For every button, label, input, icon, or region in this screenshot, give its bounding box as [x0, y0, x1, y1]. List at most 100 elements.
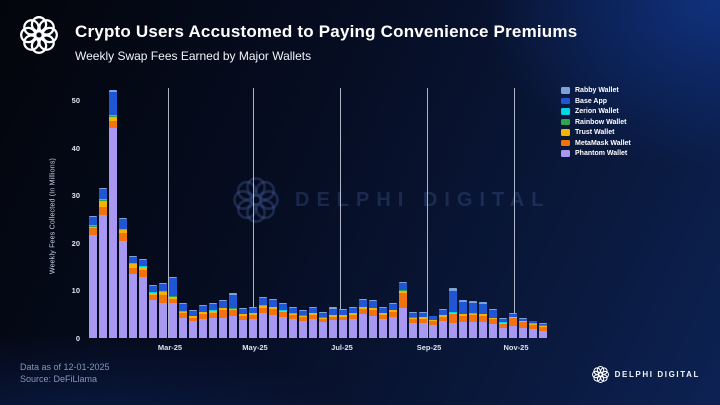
- legend-item-rabby-wallet: Rabby Wallet: [561, 87, 631, 94]
- week-bar-14: [219, 300, 227, 338]
- bar-segment-phantom: [239, 319, 247, 338]
- bar-segment-metamask: [99, 206, 107, 215]
- week-bar-44: [519, 318, 527, 338]
- bar-segment-zerion: [129, 263, 137, 264]
- bar-segment-base: [139, 260, 147, 266]
- bar-segment-rabby: [309, 306, 317, 308]
- bar-segment-trust: [429, 320, 437, 322]
- bar-segment-rabby: [389, 303, 397, 305]
- bar-segment-trust: [229, 308, 237, 311]
- bar-segment-base: [89, 217, 97, 226]
- bar-segment-phantom: [529, 329, 537, 338]
- bar-segment-rabby: [139, 259, 147, 261]
- bar-segment-rabby: [429, 315, 437, 317]
- bar-segment-trust: [379, 313, 387, 315]
- bar-segment-phantom: [539, 330, 547, 338]
- week-bar-7: [149, 285, 157, 338]
- bar-segment-phantom: [209, 317, 217, 338]
- y-tick-label: 40: [71, 143, 80, 153]
- data-as-of-text: Data as of 12-01-2025: [20, 362, 110, 372]
- bar-segment-base: [469, 302, 477, 314]
- bar-segment-zerion: [119, 228, 127, 230]
- footer-brand-text: DELPHI DIGITAL: [614, 370, 700, 379]
- week-bar-10: [179, 303, 187, 338]
- bar-segment-base: [319, 313, 327, 318]
- week-bar-2: [99, 188, 107, 338]
- bar-segment-trust: [209, 310, 217, 313]
- bar-segment-metamask: [329, 316, 337, 321]
- bar-segment-rabby: [459, 299, 467, 303]
- legend-label: Trust Wallet: [575, 129, 615, 136]
- bar-segment-base: [419, 312, 427, 317]
- bar-segment-rabby: [189, 310, 197, 311]
- bar-segment-rabby: [279, 303, 287, 305]
- month-gridline: [168, 88, 169, 338]
- bar-segment-phantom: [179, 318, 187, 338]
- bar-segment-base: [119, 219, 127, 229]
- week-bar-23: [309, 306, 317, 338]
- bar-segment-base: [409, 313, 417, 318]
- bar-segment-metamask: [349, 314, 357, 319]
- bar-segment-trust: [169, 296, 177, 299]
- bar-segment-phantom: [349, 319, 357, 338]
- bar-segment-trust: [449, 312, 457, 315]
- week-bar-6: [139, 259, 147, 338]
- x-tick-label: May-25: [242, 343, 268, 352]
- bar-segment-phantom: [289, 319, 297, 338]
- bar-segment-metamask: [509, 318, 517, 326]
- bar-segment-rabby: [129, 256, 137, 258]
- bar-segment-base: [129, 257, 137, 263]
- bar-segment-trust: [309, 313, 317, 315]
- bar-segment-phantom: [509, 325, 517, 338]
- bar-segment-metamask: [219, 310, 227, 319]
- bar-segment-base: [389, 304, 397, 310]
- bar-segment-metamask: [399, 292, 407, 309]
- bar-segment-trust: [199, 312, 207, 315]
- bar-segment-metamask: [289, 315, 297, 320]
- bar-segment-base: [459, 302, 467, 314]
- page-subtitle: Weekly Swap Fees Earned by Major Wallets: [75, 49, 312, 63]
- bar-segment-base: [359, 299, 367, 307]
- bar-segment-metamask: [189, 317, 197, 322]
- bar-segment-base: [249, 307, 257, 313]
- week-bar-27: [349, 306, 357, 338]
- bar-segment-metamask: [299, 317, 307, 321]
- bar-segment-base: [309, 307, 317, 313]
- week-bar-31: [389, 303, 397, 338]
- bar-segment-metamask: [139, 270, 147, 278]
- bar-segment-rabby: [469, 301, 477, 303]
- week-bar-12: [199, 305, 207, 338]
- week-bar-11: [189, 310, 197, 338]
- bar-segment-trust: [409, 317, 417, 320]
- bar-segment-base: [199, 306, 207, 312]
- bar-segment-metamask: [89, 228, 97, 236]
- bar-segment-base: [299, 310, 307, 316]
- week-bar-19: [269, 298, 277, 338]
- bar-segment-phantom: [109, 127, 117, 338]
- week-bar-45: [529, 320, 537, 338]
- bar-segment-base: [429, 316, 437, 320]
- legend-swatch-icon: [561, 150, 570, 157]
- bar-segment-rabby: [149, 285, 157, 287]
- bar-segment-rabby: [299, 310, 307, 311]
- bar-segment-base: [479, 303, 487, 314]
- bar-segment-trust: [189, 316, 197, 318]
- bar-segment-metamask: [159, 294, 167, 304]
- week-bar-33: [409, 312, 417, 338]
- bar-segment-rabby: [449, 287, 457, 291]
- bar-segment-trust: [349, 313, 357, 315]
- week-bar-28: [359, 298, 367, 338]
- y-tick-label: 50: [71, 96, 80, 105]
- bar-segment-metamask: [199, 314, 207, 319]
- bar-segment-metamask: [499, 323, 507, 328]
- week-bar-20: [279, 303, 287, 338]
- week-bar-36: [439, 309, 447, 338]
- y-tick-label: 30: [71, 191, 80, 200]
- bar-segment-base: [519, 318, 527, 321]
- bar-segment-rabby: [329, 307, 337, 310]
- bar-segment-phantom: [269, 315, 277, 338]
- month-gridline: [340, 88, 341, 338]
- bar-segment-phantom: [169, 303, 177, 338]
- bar-segment-rabby: [119, 218, 127, 220]
